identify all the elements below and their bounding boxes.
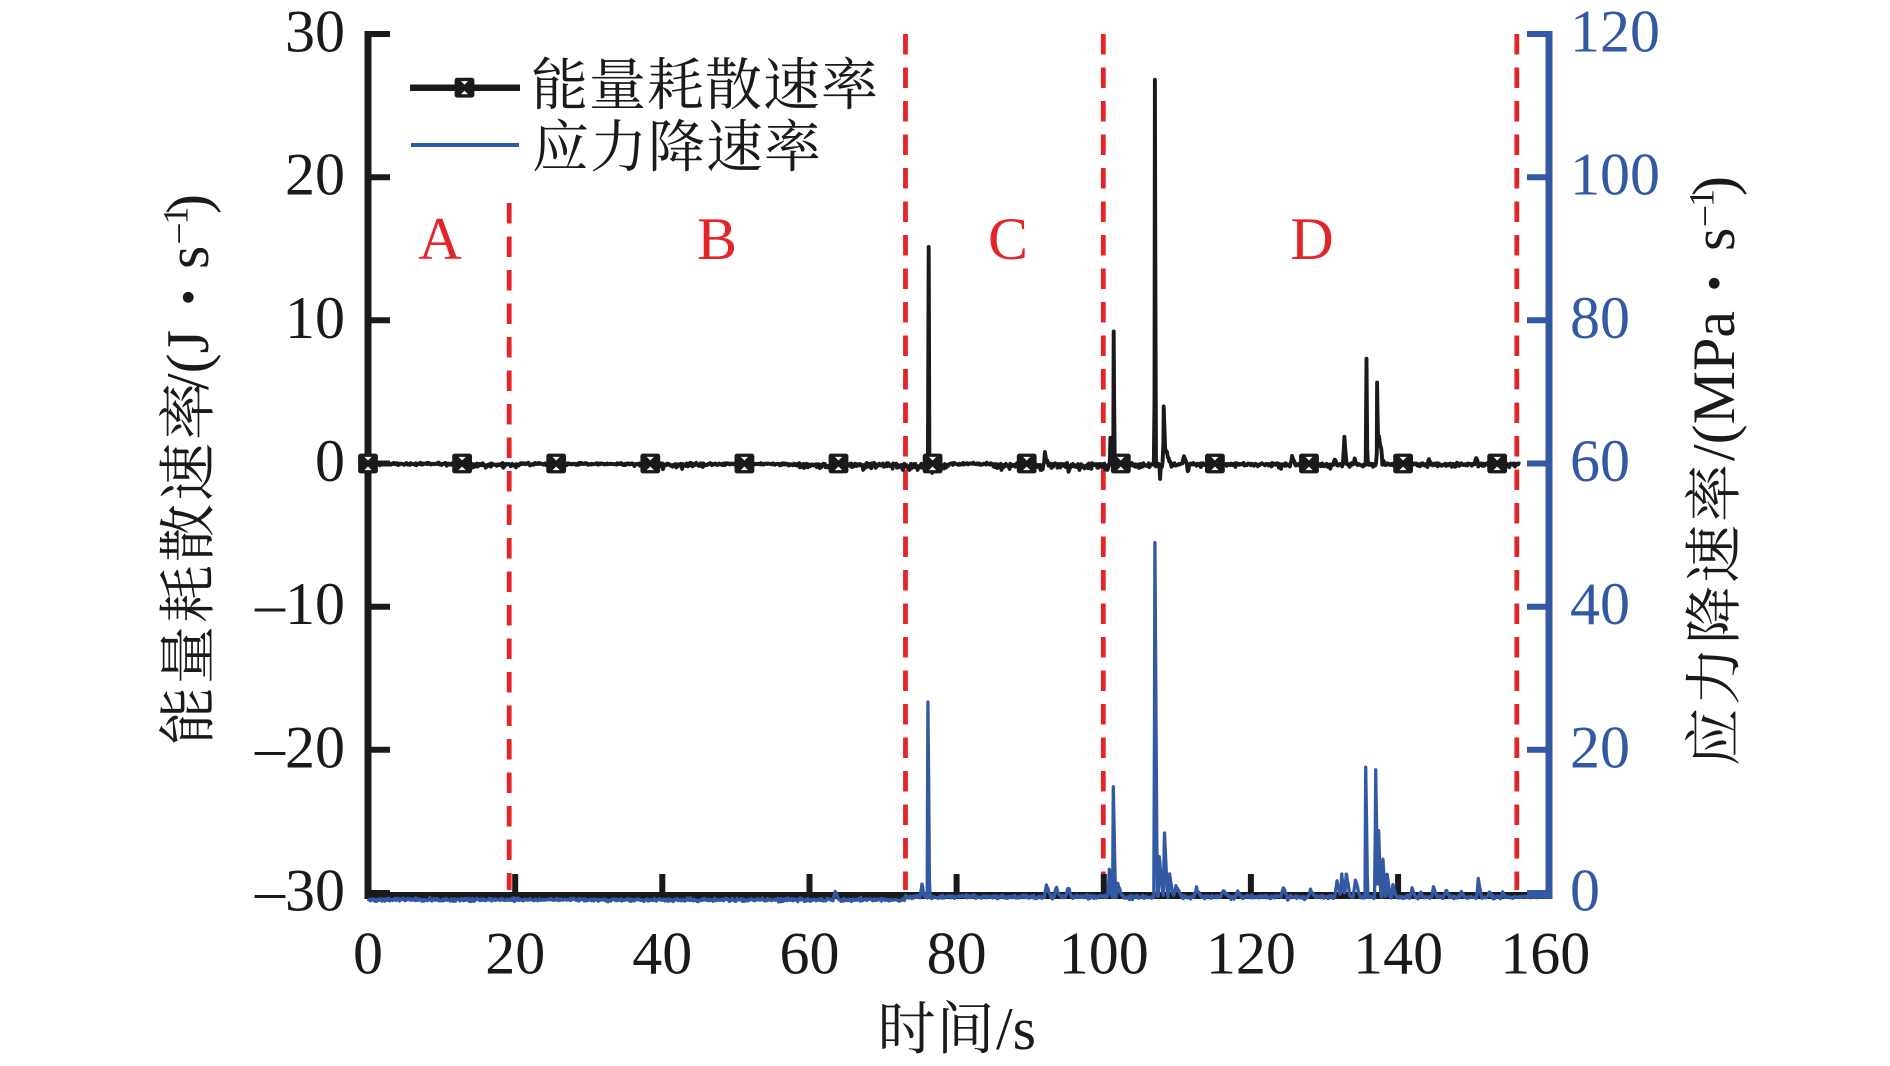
svg-text:100: 100 (1059, 921, 1149, 987)
svg-text:140: 140 (1353, 921, 1443, 987)
svg-text:s: s (1681, 228, 1747, 251)
svg-text:/(MPa: /(MPa (1681, 311, 1747, 461)
svg-text:–10: –10 (254, 571, 345, 637)
svg-text:s: s (155, 246, 221, 269)
svg-text:/s: /s (996, 996, 1036, 1062)
svg-text:60: 60 (1570, 428, 1630, 494)
svg-text:C: C (988, 206, 1028, 272)
svg-text:20: 20 (485, 921, 545, 987)
svg-text:–1: –1 (156, 207, 196, 244)
svg-text:160: 160 (1500, 921, 1590, 987)
svg-text:): ) (1681, 176, 1747, 196)
svg-text:0: 0 (1570, 858, 1600, 924)
svg-text:60: 60 (780, 921, 840, 987)
svg-text:–20: –20 (254, 714, 345, 780)
svg-text:80: 80 (927, 921, 987, 987)
svg-text:–30: –30 (254, 858, 345, 924)
svg-text:80: 80 (1570, 285, 1630, 351)
svg-text:10: 10 (285, 285, 345, 351)
svg-text:120: 120 (1570, 0, 1660, 65)
svg-text:): ) (155, 194, 221, 214)
svg-text:30: 30 (285, 0, 345, 65)
svg-text:120: 120 (1206, 921, 1296, 987)
svg-text:/(J: /(J (155, 330, 221, 390)
svg-text:40: 40 (1570, 571, 1630, 637)
svg-text:A: A (418, 206, 461, 272)
svg-text:40: 40 (632, 921, 692, 987)
svg-text:B: B (697, 206, 737, 272)
svg-text:0: 0 (315, 428, 345, 494)
svg-text:100: 100 (1570, 142, 1660, 208)
svg-text:D: D (1290, 206, 1333, 272)
svg-text:0: 0 (353, 921, 383, 987)
svg-text:20: 20 (1570, 714, 1630, 780)
svg-text:20: 20 (285, 142, 345, 208)
svg-text:–1: –1 (1682, 189, 1722, 226)
